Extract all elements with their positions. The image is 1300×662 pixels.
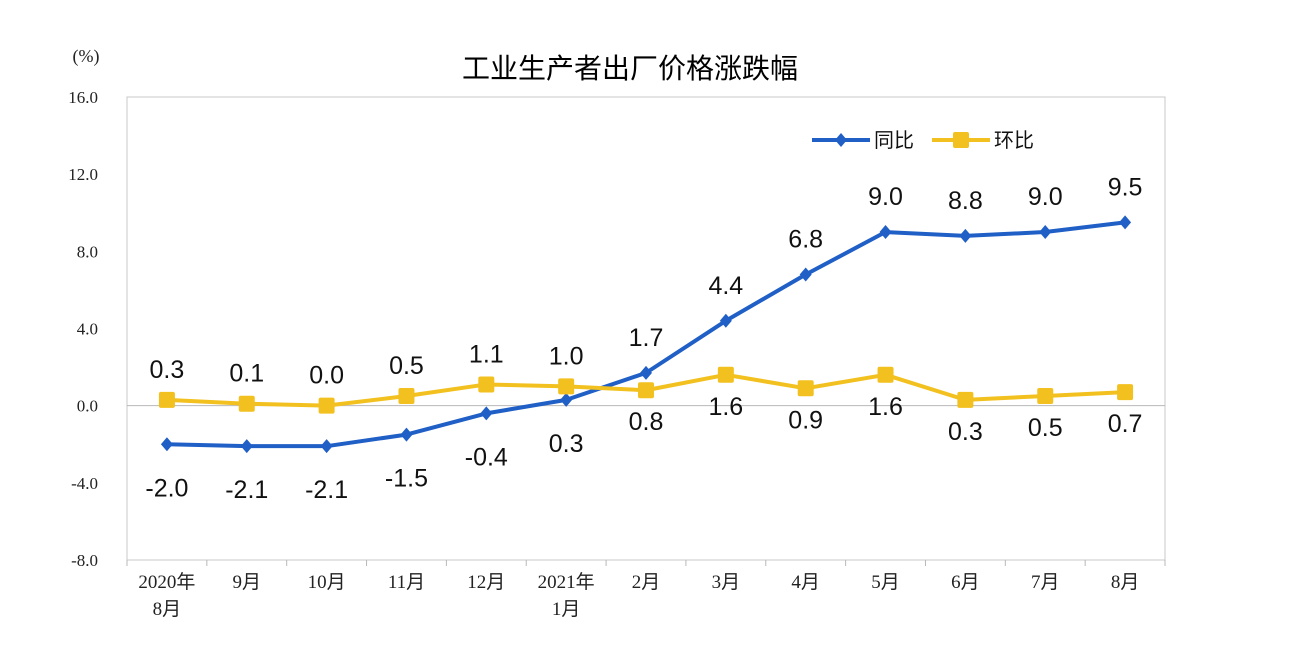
point-marker-yoy	[400, 427, 413, 442]
y-tick-label: 0.0	[77, 397, 98, 416]
point-marker-mom	[558, 378, 575, 395]
data-label-yoy: 6.8	[788, 225, 823, 253]
legend: 同比 环比	[812, 129, 1034, 152]
data-label-yoy: 8.8	[948, 187, 983, 215]
point-marker-yoy	[1039, 225, 1052, 240]
x-tick-label: 8月	[153, 599, 182, 620]
data-label-yoy: 9.0	[1028, 183, 1063, 211]
point-marker-mom	[478, 376, 495, 393]
data-label-mom: 0.5	[389, 352, 424, 380]
data-labels: -2.0 -2.1 -2.1 -1.5 -0.4 0.3 1.7 4.4 6.8 9.0 8.8 9.…	[145, 173, 1142, 504]
data-label-mom: 0.3	[150, 356, 185, 384]
data-label-yoy: 9.0	[868, 183, 903, 211]
x-tick-label: 8月	[1111, 572, 1140, 593]
data-label-yoy: -1.5	[385, 465, 428, 493]
legend-marker-mom	[953, 132, 969, 148]
point-marker-yoy	[240, 439, 253, 454]
y-axis-ticks: 16.0 12.0 8.0 4.0 0.0 -4.0 -8.0	[68, 88, 98, 570]
y-tick-label: -4.0	[71, 474, 98, 493]
legend-label-yoy: 同比	[874, 129, 914, 152]
data-label-mom: 0.0	[309, 362, 344, 390]
x-tick-label: 11月	[388, 572, 425, 593]
point-marker-mom	[797, 380, 814, 397]
point-marker-mom	[158, 391, 175, 408]
point-marker-yoy	[480, 406, 493, 421]
point-marker-mom	[877, 366, 894, 383]
legend-label-mom: 环比	[994, 129, 1034, 152]
point-marker-yoy	[320, 439, 333, 454]
data-label-yoy: -2.1	[225, 476, 268, 504]
x-tick-label: 9月	[233, 572, 262, 593]
x-tick-label: 1月	[552, 599, 581, 620]
y-axis-unit-label: (%)	[73, 46, 100, 67]
point-marker-mom	[238, 395, 255, 412]
y-tick-label: 8.0	[77, 242, 98, 261]
plot-area-border	[126, 96, 1166, 561]
x-tick-label: 10月	[308, 572, 346, 593]
series-group	[158, 215, 1134, 454]
data-label-mom: 1.6	[868, 393, 903, 421]
x-tick-label: 2021年	[538, 571, 595, 593]
x-axis-ticks: 2020年 8月 9月 10月 11月 12月 2021年 1月 2月 3月 4月 5月 6月 7月 8月	[126, 560, 1166, 620]
data-label-yoy: -2.0	[145, 474, 188, 502]
point-marker-mom	[638, 382, 654, 399]
point-marker-yoy	[879, 225, 892, 240]
point-marker-yoy	[799, 267, 812, 282]
y-tick-label: 16.0	[68, 88, 98, 107]
point-marker-mom	[717, 366, 734, 383]
data-label-mom: 0.7	[1108, 410, 1143, 438]
data-label-mom: 1.6	[708, 393, 743, 421]
point-marker-yoy	[560, 392, 573, 407]
data-label-mom: 1.0	[549, 342, 584, 370]
y-tick-label: 12.0	[68, 165, 98, 184]
data-label-mom: 0.1	[229, 360, 264, 388]
data-label-yoy: -0.4	[465, 443, 508, 471]
x-tick-label: 2月	[632, 572, 661, 593]
legend-marker-yoy	[835, 133, 847, 147]
point-marker-mom	[398, 388, 415, 405]
y-tick-label: 4.0	[77, 320, 98, 339]
x-tick-label: 5月	[871, 572, 900, 593]
x-tick-label: 12月	[467, 572, 505, 593]
point-marker-mom	[1117, 384, 1134, 401]
data-label-yoy: 9.5	[1108, 173, 1143, 201]
chart-title: 工业生产者出厂价格涨跌幅	[462, 53, 798, 84]
x-tick-label: 4月	[791, 572, 820, 593]
data-label-yoy: 0.3	[549, 430, 584, 458]
data-label-mom: 1.1	[469, 340, 504, 368]
data-label-yoy: 1.7	[629, 324, 664, 352]
point-marker-mom	[957, 391, 974, 408]
data-label-mom: 0.5	[1028, 414, 1063, 442]
x-tick-label: 3月	[712, 572, 741, 593]
point-marker-yoy	[160, 437, 173, 452]
x-tick-label: 6月	[951, 572, 980, 593]
point-marker-yoy	[719, 313, 732, 328]
y-tick-label: -8.0	[71, 551, 98, 570]
point-marker-mom	[318, 397, 335, 414]
point-marker-yoy	[959, 228, 972, 243]
data-label-yoy: 4.4	[708, 272, 743, 300]
point-marker-mom	[1037, 388, 1054, 405]
data-label-mom: 0.9	[788, 406, 823, 434]
x-tick-label: 7月	[1031, 572, 1060, 593]
data-label-mom: 0.8	[629, 408, 664, 436]
point-marker-yoy	[640, 365, 652, 380]
data-label-mom: 0.3	[948, 418, 983, 446]
data-label-yoy: -2.1	[305, 476, 348, 504]
x-tick-label: 2020年	[138, 571, 195, 593]
point-marker-yoy	[1119, 215, 1132, 230]
